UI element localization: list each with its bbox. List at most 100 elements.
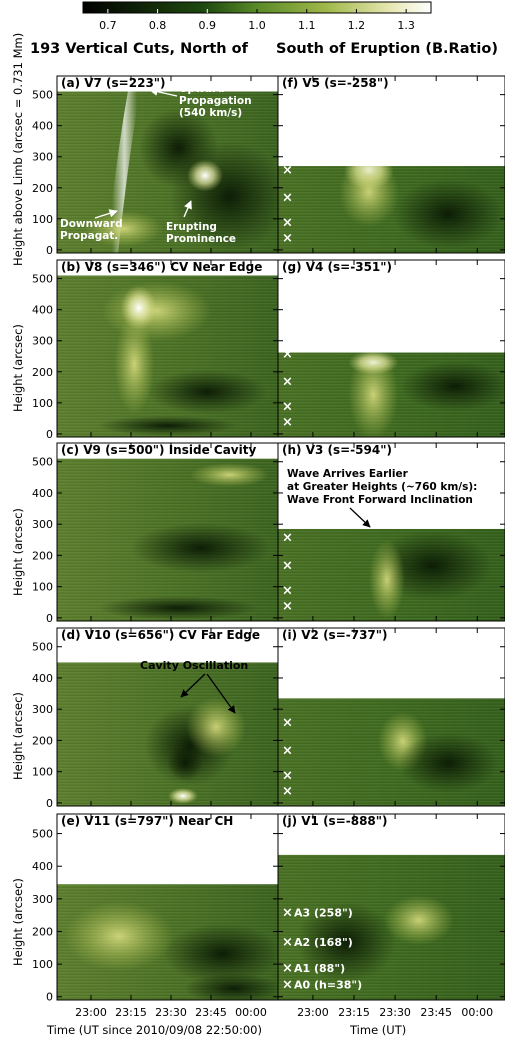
panel-l-2: 0 100 200 300 400 500 (c) V9 (s=500") Inside C… [32,442,279,625]
y-tick-label: 400 [32,487,53,500]
y-axis-label-e: Height (arcsec) [11,878,25,966]
heatmap-image [57,275,278,437]
y-tick-label: 400 [32,120,53,133]
marker-x: × [282,530,293,545]
panel-r-3: (i) V2 (s=-737")×××× [277,627,505,807]
y-tick-label: 100 [32,766,53,779]
y-tick-label: 300 [32,518,53,531]
x-tick-label: 00:00 [461,1006,493,1019]
colorbar-tick-label: 0.9 [199,19,217,32]
annotation-upward-line1: Upward [179,83,225,95]
annotation-downward-line2: Propagat. [60,230,118,242]
y-axis-label-a: Height above Limb (arcsec = 0.731 Mm) [11,33,25,266]
panel-r-1: (g) V4 (s=-351")×××× [277,259,505,438]
panel-label: (f) V5 (s=-258") [282,76,389,90]
panel-label: (d) V10 (s=656") CV Far Edge [61,628,260,642]
y-tick-label: 100 [32,958,53,971]
annotation-downward: Downward Propagat. [60,209,123,242]
panel-frame [277,442,505,622]
y-tick-label: 100 [32,213,53,226]
x-tick-label: 23:45 [420,1006,452,1019]
x-tick-label: 23:00 [297,1006,329,1019]
marker-label: A3 (258") [294,907,353,920]
annotation-upward: Upward Propagation (540 km/s) [149,83,252,119]
heatmap-image [278,854,505,1000]
panel-frame [277,627,505,807]
panel-l-4: 0 100 200 300 400 500 (e) V11 (s=797") Near CH [32,813,279,1004]
marker-label: A2 (168") [294,936,353,949]
y-axis-labels: Height above Limb (arcsec = 0.731 Mm) He… [11,33,25,966]
panel-frame [277,259,505,438]
panel-label: (g) V4 (s=-351") [282,260,392,274]
y-tick-label: 0 [46,428,53,441]
y-tick-label: 500 [32,89,53,102]
y-tick-label: 500 [32,828,53,841]
title-left: 193 Vertical Cuts, North of [30,41,249,57]
marker-x: × [282,231,293,246]
marker-label: A1 (88") [294,962,345,975]
heatmap-image [57,458,278,621]
marker-x: × [282,400,293,415]
y-tick-label: 200 [32,925,53,938]
marker-x: × [282,191,293,206]
annotation-erupting-line2: Prominence [166,233,236,245]
colorbar-tick-label: 0.8 [149,19,167,32]
marker-x: × [282,784,293,799]
y-tick-label: 400 [32,860,53,873]
marker-x: × [282,599,293,614]
panel-label: (c) V9 (s=500") Inside Cavity [61,443,256,457]
marker-x: × [282,415,293,430]
panel-l-3: 0 100 200 300 400 500 (d) V10 (s=656") CV Far … [32,627,279,810]
marker-x: × [282,583,293,598]
y-tick-label: 0 [46,612,53,625]
y-tick-label: 400 [32,672,53,685]
x-tick-label: 00:00 [235,1006,267,1019]
x-axis-label-right: Time (UT) [349,1023,406,1037]
x-tick-label: 23:15 [338,1006,370,1019]
annotation-wave: Wave Arrives Earlier at Greater Heights … [287,468,477,528]
panel-r-4: (j) V1 (s=-888")× A0 (h=38")× A1 (88")× A2 … [277,813,505,1001]
panel-label: (a) V7 (s=223") [61,76,166,90]
annotation-downward-line1: Downward [60,218,123,230]
annotation-erupting: Erupting Prominence [166,200,236,245]
annotation-wave-line3: Wave Front Forward Inclination [287,494,473,506]
y-tick-label: 200 [32,182,53,195]
y-axis-label-c: Height (arcsec) [11,508,25,596]
x-tick-label: 23:15 [115,1006,147,1019]
x-tick-label: 23:30 [155,1006,187,1019]
y-tick-label: 0 [46,244,53,257]
y-tick-label: 300 [32,151,53,164]
marker-x: × [282,961,293,976]
annotation-cavity: Cavity Oscillation [140,659,248,714]
heatmap-image [278,528,505,621]
y-axis-label-b: Height (arcsec) [11,324,25,412]
x-axis-label-left: Time (UT since 2010/09/08 22:50:00) [46,1023,262,1037]
y-tick-label: 500 [32,641,53,654]
marker-x: × [282,163,293,178]
marker-x: × [282,558,293,573]
panel-label: (i) V2 (s=-737") [282,628,388,642]
heatmap-image [57,91,278,253]
y-tick-label: 100 [32,581,53,594]
x-tick-label: 23:45 [195,1006,227,1019]
annotation-wave-line2: at Greater Heights (~760 km/s): [287,481,477,493]
y-tick-label: 300 [32,335,53,348]
colorbar-tick-label: 1.1 [298,19,316,32]
colorbar-tick-label: 1.0 [248,19,266,32]
marker-x: × [282,216,293,231]
y-tick-label: 0 [46,991,53,1004]
y-tick-label: 400 [32,304,53,317]
colorbar-tick-label: 1.3 [397,19,415,32]
panel-frame [277,813,505,1001]
annotation-upward-line3: (540 km/s) [179,107,242,119]
y-tick-label: 500 [32,273,53,286]
marker-x: × [282,347,293,362]
y-tick-label: 100 [32,397,53,410]
marker-x: × [282,768,293,783]
annotation-upward-line2: Propagation [179,95,252,107]
x-tick-label: 23:30 [379,1006,411,1019]
panel-label: (j) V1 (s=-888") [282,814,388,828]
panel-l-0: 0 100 200 300 400 500 (a) V7 (s=223") [32,75,279,257]
marker-x: × [282,935,293,950]
panel-r-2: (h) V3 (s=-594")×××× [277,442,505,622]
